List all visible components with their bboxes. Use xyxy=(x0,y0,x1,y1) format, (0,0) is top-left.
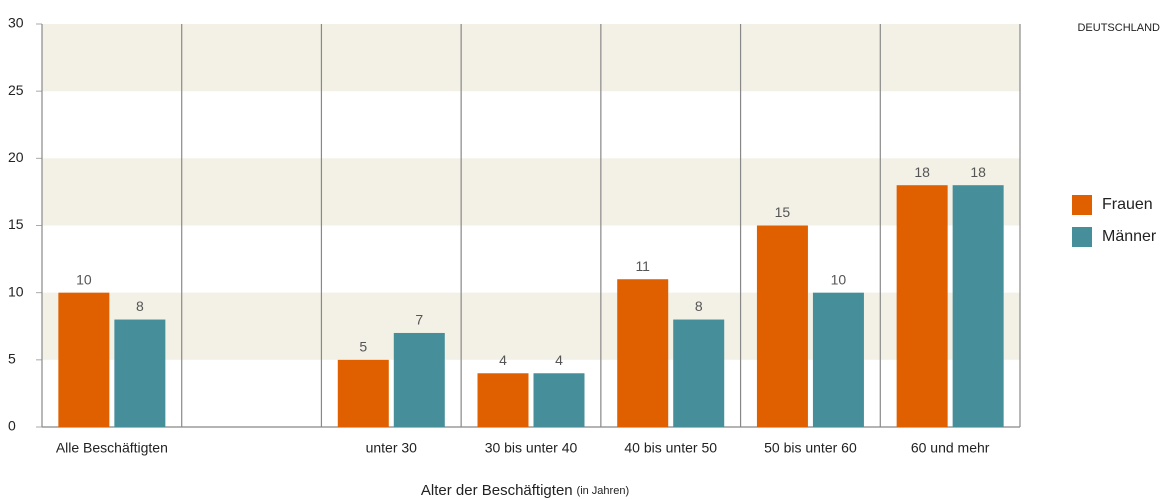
grid-band xyxy=(42,158,1020,226)
value-label: 15 xyxy=(775,204,791,220)
value-label: 7 xyxy=(415,312,423,328)
value-label: 8 xyxy=(695,298,703,314)
value-label: 18 xyxy=(914,164,930,180)
y-tick-label: 25 xyxy=(8,82,24,98)
value-label: 8 xyxy=(136,298,144,314)
bar xyxy=(393,332,445,427)
legend-label: Frauen xyxy=(1102,196,1153,213)
value-label: 5 xyxy=(359,339,367,355)
value-label: 10 xyxy=(831,271,847,287)
bar xyxy=(477,373,529,427)
x-axis-label: Alter der Beschäftigten xyxy=(421,482,573,499)
value-label: 10 xyxy=(76,271,92,287)
value-label: 11 xyxy=(635,258,650,274)
x-tick-label: 60 und mehr xyxy=(911,440,990,456)
bar xyxy=(58,292,110,427)
value-label: 4 xyxy=(499,352,507,368)
grid-band xyxy=(42,292,1020,360)
legend-swatch xyxy=(1072,195,1092,215)
bar xyxy=(617,279,669,427)
x-tick-label: Alle Beschäftigten xyxy=(56,440,168,456)
x-tick-label: 50 bis unter 60 xyxy=(764,440,857,456)
grid-band xyxy=(42,24,1020,92)
legend-label: Männer xyxy=(1102,228,1157,245)
y-tick-label: 0 xyxy=(8,418,16,434)
legend-swatch xyxy=(1072,227,1092,247)
bar xyxy=(952,185,1004,427)
bar xyxy=(114,319,166,427)
x-tick-label: 40 bis unter 50 xyxy=(624,440,717,456)
bar xyxy=(337,359,389,427)
y-tick-label: 10 xyxy=(8,283,24,299)
value-label: 4 xyxy=(555,352,563,368)
x-axis-title: Alter der Beschäftigten (in Jahren) xyxy=(421,482,629,499)
y-tick-label: 15 xyxy=(8,216,24,232)
x-tick-label: 30 bis unter 40 xyxy=(485,440,578,456)
bar xyxy=(533,373,585,427)
x-axis-note: (in Jahren) xyxy=(577,485,630,497)
y-tick-label: 20 xyxy=(8,149,24,165)
bar xyxy=(896,185,948,427)
y-tick-label: 5 xyxy=(8,351,16,367)
bar xyxy=(812,292,864,427)
x-tick-label: unter 30 xyxy=(366,440,418,456)
logo-text: DEUTSCHLAND xyxy=(1077,22,1160,34)
value-label: 18 xyxy=(970,164,986,180)
y-tick-label: 30 xyxy=(8,15,24,31)
bar xyxy=(756,225,808,427)
bar xyxy=(673,319,725,427)
